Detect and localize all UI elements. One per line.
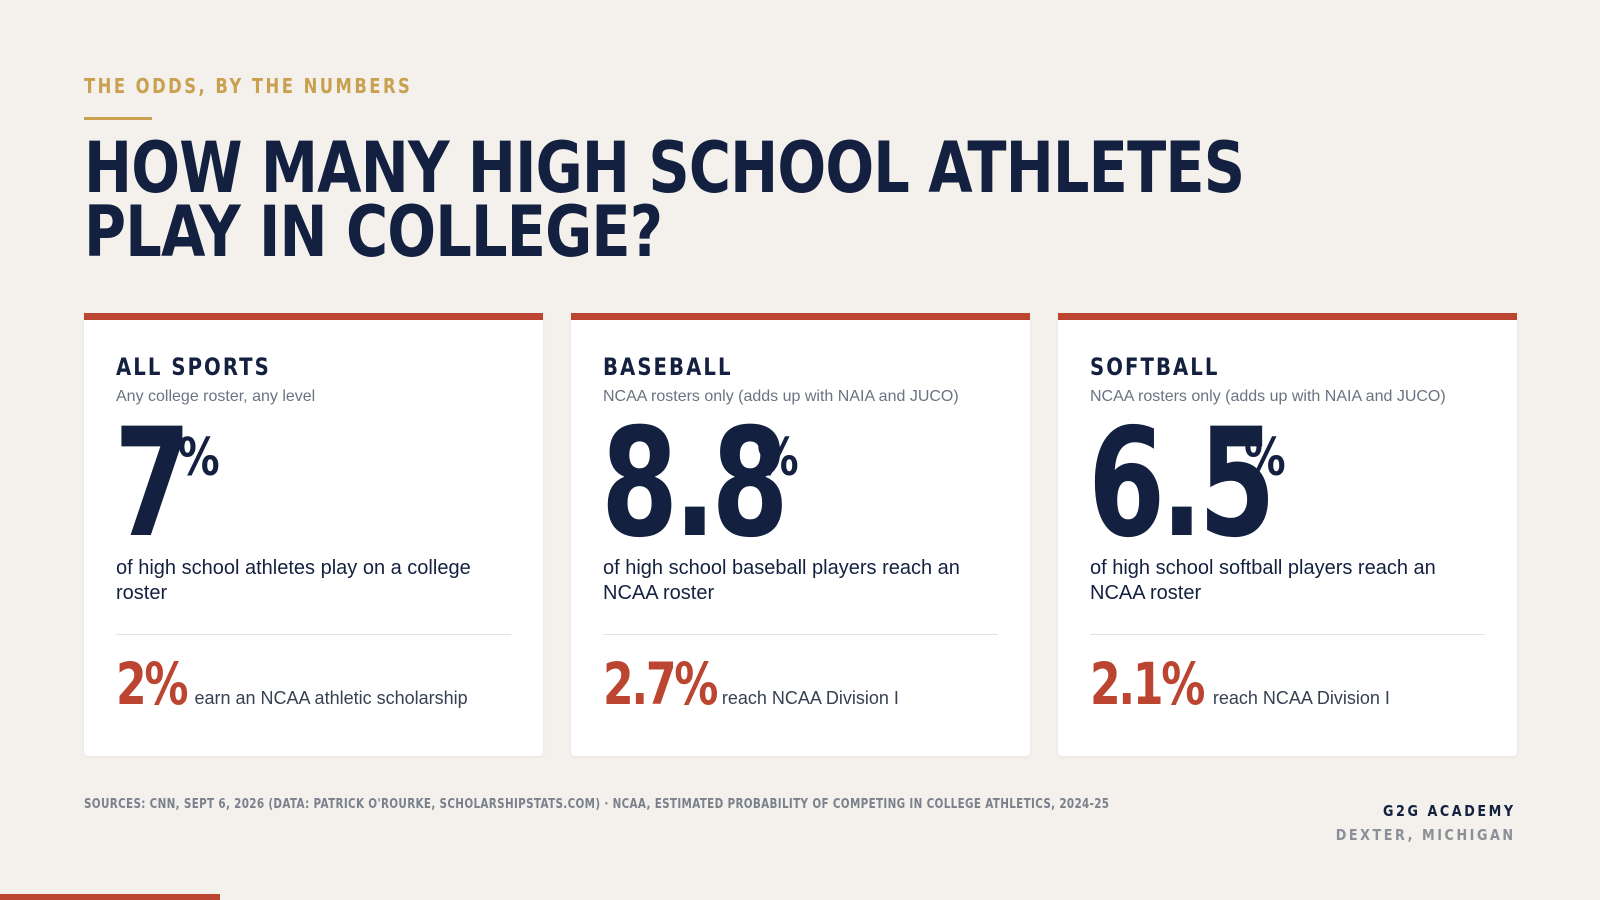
page-title-line-1: HOW MANY HIGH SCHOOL ATHLETES [84, 127, 1245, 209]
page-title: HOW MANY HIGH SCHOOL ATHLETES PLAY IN CO… [84, 127, 1245, 273]
brand-block: G2G ACADEMY DEXTER, MICHIGAN [1304, 802, 1516, 844]
brand-name: G2G ACADEMY [1383, 802, 1516, 820]
secondary-stat: 2.1% reach NCAA Division I [1090, 652, 1390, 716]
footer-accent-bar [0, 894, 220, 900]
card-divider [1090, 634, 1485, 635]
primary-stat-unit: % [178, 428, 220, 488]
card-divider [603, 634, 998, 635]
secondary-stat-label: earn an NCAA athletic scholarship [194, 688, 468, 708]
primary-stat-description: of high school softball players reach an… [1090, 557, 1436, 604]
secondary-stat-label: reach NCAA Division I [1212, 688, 1390, 708]
card-subtitle: Any college roster, any level [116, 388, 316, 405]
primary-stat-unit: % [1244, 428, 1286, 488]
eyebrow-divider [84, 117, 152, 120]
primary-stat-description: of high school athletes play on a colleg… [116, 557, 471, 604]
primary-stat-value: 6.5 [1088, 397, 1276, 571]
primary-stat-description: of high school baseball players reach an… [603, 557, 960, 604]
primary-stat: 6.5 % [1088, 397, 1336, 571]
secondary-stat-label: reach NCAA Division I [721, 688, 899, 708]
page-title-line-2: PLAY IN COLLEGE? [84, 191, 663, 273]
stat-card-softball: SOFTBALL NCAA rosters only (adds up with… [1058, 313, 1517, 756]
sources-footnote: SOURCES: CNN, SEPT 6, 2026 (DATA: PATRIC… [84, 797, 1110, 812]
secondary-stat-value: 2% [116, 650, 189, 718]
secondary-stat: 2% earn an NCAA athletic scholarship [116, 652, 468, 716]
secondary-stat-value: 2.7% [603, 650, 718, 718]
card-title: SOFTBALL [1090, 353, 1220, 381]
stat-card-baseball: BASEBALL NCAA rosters only (adds up with… [571, 313, 1030, 756]
eyebrow-label: THE ODDS, BY THE NUMBERS [84, 74, 413, 98]
primary-stat-value: 8.8 [601, 397, 789, 571]
card-divider [116, 634, 511, 635]
secondary-stat: 2.7% reach NCAA Division I [603, 652, 899, 716]
card-subtitle: NCAA rosters only (adds up with NAIA and… [1090, 388, 1446, 405]
brand-location: DEXTER, MICHIGAN [1336, 826, 1516, 844]
card-subtitle: NCAA rosters only (adds up with NAIA and… [603, 388, 959, 405]
secondary-stat-value: 2.1% [1090, 650, 1205, 718]
stat-card-all-sports: ALL SPORTS Any college roster, any level… [84, 313, 543, 756]
primary-stat-value: 7 [114, 397, 191, 571]
primary-stat: 8.8 % [601, 397, 849, 571]
primary-stat-unit: % [757, 428, 799, 488]
primary-stat: 7 % [114, 397, 220, 571]
card-title: ALL SPORTS [116, 353, 271, 381]
card-title: BASEBALL [603, 353, 733, 381]
